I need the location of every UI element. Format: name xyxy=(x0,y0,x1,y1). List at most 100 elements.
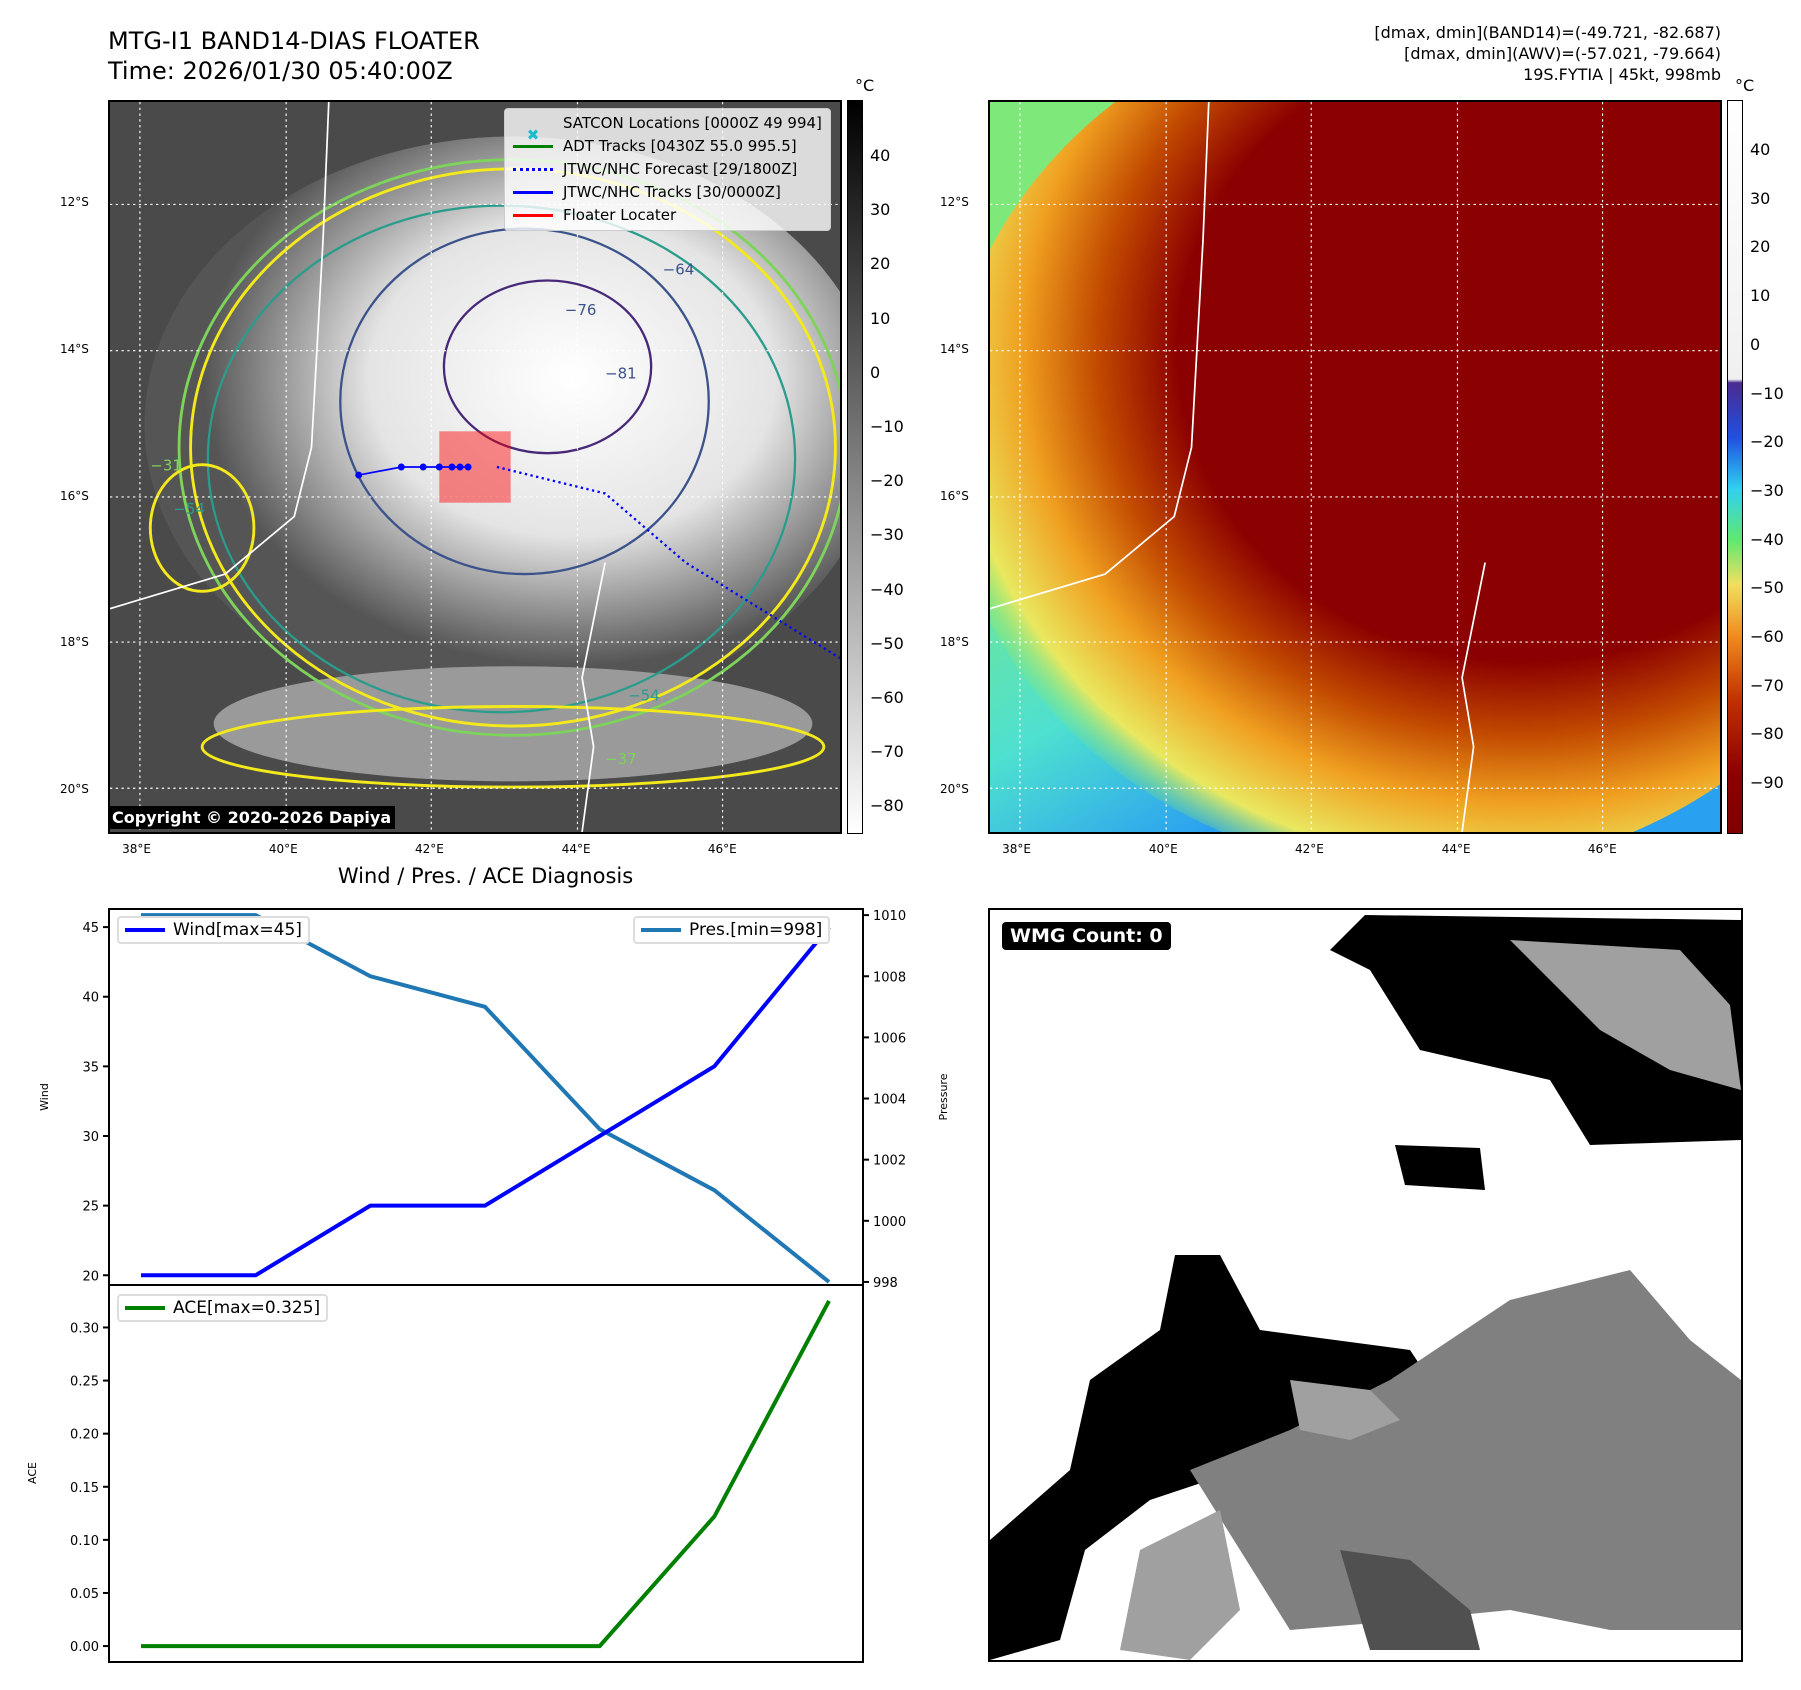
awv-image xyxy=(990,102,1720,832)
wind-pressure-axes xyxy=(108,908,864,1286)
lat-tick-label: 12°S xyxy=(940,194,969,209)
lat-tick-label: 12°S xyxy=(60,194,89,209)
contour-label: −76 xyxy=(565,301,597,319)
left-cbar-tick: −30 xyxy=(870,525,904,545)
lon-tick-label: 46°E xyxy=(707,842,737,856)
legend-forecast: JTWC/NHC Forecast [29/1800Z] xyxy=(513,158,822,181)
right-colorbar xyxy=(1727,100,1743,834)
left-cbar-unit: °C xyxy=(855,76,875,95)
ace-axes xyxy=(108,1284,864,1663)
ace-legend: ACE[max=0.325] xyxy=(117,1294,329,1322)
ace-tick: 0.25 xyxy=(70,1375,99,1390)
pressure-tick: 1002 xyxy=(873,1154,906,1169)
left-cbar-tick: −60 xyxy=(870,688,904,707)
pressure-tick: 1008 xyxy=(873,970,906,985)
right-cbar-tick: 0 xyxy=(1750,334,1761,354)
awv-map[interactable] xyxy=(988,100,1722,834)
ace-tick: 0.00 xyxy=(70,1640,99,1655)
left-cbar-tick: 40 xyxy=(870,146,891,165)
copyright-label: Copyright © 2020-2026 Dapiya xyxy=(108,806,396,829)
right-cbar-tick: −60 xyxy=(1750,627,1784,646)
ace-tick: 0.10 xyxy=(70,1534,99,1549)
time-label: Time: 2026/01/30 05:40:00Z xyxy=(108,57,453,85)
wind-tick: 35 xyxy=(82,1060,99,1075)
right-cbar-tick: 30 xyxy=(1750,188,1771,208)
pressure-tick: 1000 xyxy=(873,1215,906,1230)
ace-tick: 0.30 xyxy=(70,1321,99,1336)
right-cbar-tick: 10 xyxy=(1750,286,1771,306)
ace-ylabel: ACE xyxy=(26,1462,39,1484)
left-cbar-tick: −40 xyxy=(870,579,904,599)
lat-tick-label: 14°S xyxy=(60,342,89,357)
map-legend: ✖ SATCON Locations [0000Z 49 994] ADT Tra… xyxy=(504,108,831,231)
lon-tick-label: 40°E xyxy=(1148,842,1178,856)
diagnosis-title: Wind / Pres. / ACE Diagnosis xyxy=(337,864,634,888)
lon-tick-label: 38°E xyxy=(122,842,151,856)
lon-tick-label: 44°E xyxy=(561,842,591,856)
product-title: MTG-I1 BAND14-DIAS FLOATER xyxy=(108,27,480,55)
wind-tick: 20 xyxy=(82,1269,99,1284)
lon-tick-label: 40°E xyxy=(268,842,298,856)
left-colorbar xyxy=(847,100,863,834)
right-cbar-tick: −80 xyxy=(1750,724,1784,744)
wmg-panel: WMG Count: 0 xyxy=(988,908,1743,1662)
right-cbar-tick: 40 xyxy=(1750,140,1771,159)
left-cbar-tick: 10 xyxy=(870,308,891,328)
lat-tick-label: 20°S xyxy=(940,781,969,796)
lat-tick-label: 16°S xyxy=(60,489,89,504)
contour-label: −37 xyxy=(605,750,637,768)
left-cbar-tick: 20 xyxy=(870,254,891,274)
lat-tick-label: 20°S xyxy=(60,781,89,796)
pressure-tick: 998 xyxy=(873,1276,898,1291)
awv-stats: [dmax, dmin](AWV)=(-57.021, -79.664) xyxy=(1404,44,1721,63)
left-cbar-tick: 0 xyxy=(870,362,881,382)
lon-tick-label: 42°E xyxy=(1294,842,1324,856)
legend-tracks: JTWC/NHC Tracks [30/0000Z] xyxy=(513,181,822,204)
wmg-count-badge: WMG Count: 0 xyxy=(1002,922,1171,950)
wind-line xyxy=(141,925,831,1278)
stats-header: [dmax, dmin](BAND14)=(-49.721, -82.687) [… xyxy=(1374,22,1721,85)
left-cbar-tick: −70 xyxy=(870,742,904,762)
right-cbar-tick: −30 xyxy=(1750,480,1784,500)
pressure-legend: Pres.[min=998] xyxy=(633,916,831,944)
wind-tick: 25 xyxy=(82,1200,99,1215)
wmg-image xyxy=(990,915,1741,1660)
lat-tick-label: 16°S xyxy=(940,489,969,504)
storm-info: 19S.FYTIA | 45kt, 998mb xyxy=(1523,65,1721,84)
lon-tick-label: 38°E xyxy=(1002,842,1031,856)
pressure-line xyxy=(141,913,831,1284)
right-cbar-tick: −20 xyxy=(1750,432,1784,452)
pressure-tick: 1004 xyxy=(873,1093,906,1108)
legend-adt: ADT Tracks [0430Z 55.0 995.5] xyxy=(513,135,822,158)
contour-label: −31 xyxy=(150,456,182,474)
ace-line xyxy=(141,1299,831,1649)
ace-tick: 0.20 xyxy=(70,1428,99,1443)
lat-tick-label: 18°S xyxy=(940,635,969,650)
right-cbar-tick: −50 xyxy=(1750,578,1784,598)
wind-tick: 30 xyxy=(82,1130,99,1145)
right-cbar-tick: −40 xyxy=(1750,529,1784,549)
right-cbar-unit: °C xyxy=(1735,76,1755,95)
contour-label: −81 xyxy=(605,364,637,382)
lon-tick-label: 42°E xyxy=(414,842,444,856)
figure-title: MTG-I1 BAND14-DIAS FLOATER Time: 2026/01/… xyxy=(108,26,480,86)
left-cbar-tick: −10 xyxy=(870,417,904,436)
right-cbar-tick: −70 xyxy=(1750,675,1784,695)
lon-tick-label: 46°E xyxy=(1587,842,1617,856)
lon-tick-label: 44°E xyxy=(1441,842,1471,856)
band14-image: −64 −76 −81 −54 −31 −37 −54 xyxy=(110,102,840,832)
contour-label: −54 xyxy=(173,500,205,518)
contour-label: −64 xyxy=(663,261,695,279)
left-cbar-tick: −80 xyxy=(870,796,904,816)
band14-map[interactable]: −64 −76 −81 −54 −31 −37 −54 xyxy=(108,100,842,834)
lat-tick-label: 14°S xyxy=(940,342,969,357)
left-cbar-tick: 30 xyxy=(870,200,891,220)
band14-stats: [dmax, dmin](BAND14)=(-49.721, -82.687) xyxy=(1374,23,1721,42)
contour-label: −54 xyxy=(628,687,660,705)
wind-ylabel: Wind xyxy=(38,1083,51,1111)
pressure-tick: 1006 xyxy=(873,1031,906,1046)
left-cbar-tick: −50 xyxy=(870,633,904,653)
lat-tick-label: 18°S xyxy=(60,635,89,650)
